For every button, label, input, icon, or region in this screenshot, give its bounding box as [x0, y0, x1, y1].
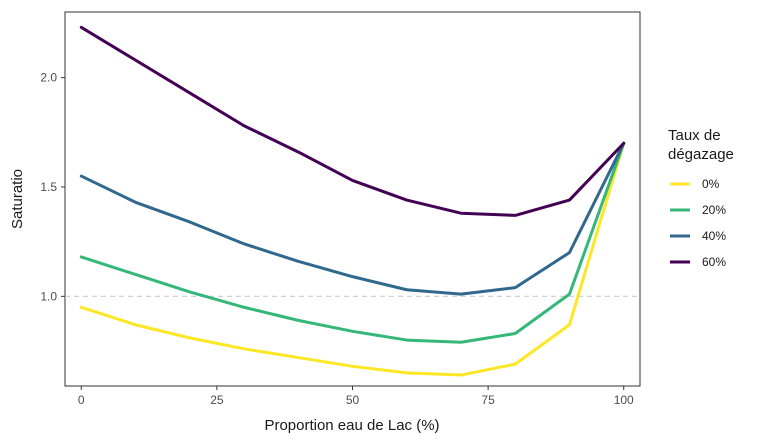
- legend-title-line2: dégazage: [668, 146, 734, 163]
- x-tick-label: 75: [481, 393, 495, 407]
- legend-label: 60%: [702, 255, 726, 269]
- y-axis-title: Saturatio: [9, 169, 26, 229]
- y-tick-label: 2.0: [40, 71, 57, 85]
- legend-label: 40%: [702, 229, 726, 243]
- series-line-20pct: [79, 141, 626, 344]
- x-axis-title: Proportion eau de Lac (%): [264, 417, 439, 434]
- legend-title: Taux de: [668, 127, 721, 144]
- series-line-0pct: [79, 141, 626, 377]
- x-tick-label: 100: [614, 393, 634, 407]
- x-tick-label: 50: [346, 393, 360, 407]
- series-line-40pct: [79, 141, 626, 296]
- legend-label: 0%: [702, 177, 720, 191]
- y-tick-label: 1.5: [40, 180, 57, 194]
- legend-label: 20%: [702, 203, 726, 217]
- x-tick-label: 0: [78, 393, 85, 407]
- series-line-60pct: [79, 25, 626, 217]
- y-tick-label: 1.0: [40, 289, 57, 303]
- x-tick-label: 25: [210, 393, 224, 407]
